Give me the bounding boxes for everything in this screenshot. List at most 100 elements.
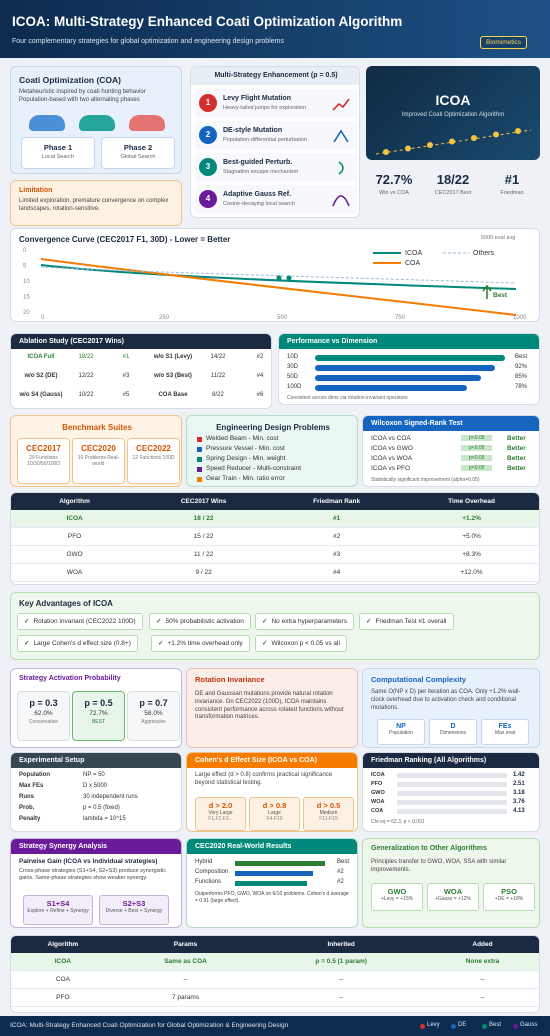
complexity-symbol: FEs: [498, 723, 512, 730]
comparison-table-card: Algorithm CEC2017 Wins Friedman Rank Time O…: [10, 492, 540, 585]
setup-card: Experimental Setup Population NP = 50 Max F…: [10, 752, 182, 832]
check-icon: ✓: [24, 618, 30, 625]
strategy-name: DE-style Mutation: [223, 127, 283, 134]
dimension-label: 10D: [287, 354, 299, 360]
engineering-item: Welded Beam - Min. cost: [206, 435, 279, 442]
limitation-card: Limitation Limited exploration, premature…: [10, 180, 182, 226]
rank-name: PFO: [371, 781, 383, 787]
phase-name: Phase 2: [123, 143, 153, 152]
convergence-card: Convergence Curve (CEC2017 F1, 30D) - Lo…: [10, 228, 540, 322]
legend-label: Levy: [427, 1022, 440, 1028]
generalization-text: Principles transfer to GWO, WOA, SSA wit…: [371, 859, 507, 873]
table-row: WOA 9 / 22 #4 +12.0%: [11, 563, 539, 582]
section-title: Experimental Setup: [11, 753, 181, 768]
ablation-cell: w/o S4 (Gauss): [19, 392, 63, 398]
table-cell: PFO: [11, 527, 139, 546]
wilcoxon-pair: ICOA vs COA: [371, 435, 411, 442]
suite-name: CEC2017: [26, 444, 61, 453]
icoa-subtitle: Improved Coati Optimization Algorithm: [401, 112, 505, 118]
pair-name: S2+S3: [122, 899, 146, 908]
table-row: COA -- -- --: [11, 970, 539, 989]
pair-box: S2+S3 Diverse + Best + Synergy: [99, 895, 169, 925]
realworld-value: Best: [337, 859, 350, 865]
realworld-label: Functions: [195, 879, 222, 885]
section-title: Limitation: [19, 187, 53, 194]
page-subtitle: Four complementary strategies for global…: [12, 38, 284, 45]
legend-label: COA: [405, 260, 421, 267]
column-header: Algorithm: [11, 936, 115, 953]
dimension-note: Consistent across dims via rotation-inva…: [287, 395, 408, 401]
ablation-cell: ICOA Full: [27, 354, 55, 360]
icon-path: [333, 129, 349, 143]
setup-key: Runs: [19, 794, 34, 800]
rank-bar: [397, 800, 507, 805]
advantage-text: Large Cohen's d effect size (0.8+): [33, 640, 131, 647]
table-cell: --: [256, 970, 426, 989]
convergence-note: 5000 eval avg: [481, 235, 516, 241]
rank-bar: [397, 782, 507, 787]
section-title: Strategy Activation Probability: [19, 675, 121, 682]
ablation-cell: 10/22: [78, 392, 94, 398]
engineering-item: Gear Train - Min. ratio error: [206, 475, 285, 482]
table-cell: +5.0%: [404, 527, 539, 546]
effect-d: d > 0.8: [262, 801, 287, 810]
check-icon: ✓: [262, 618, 268, 625]
dimension-bar: [315, 385, 467, 391]
ablation-cell: #4: [256, 373, 264, 379]
table-cell: GWO: [11, 1006, 115, 1012]
phase-name: Phase 1: [43, 143, 73, 152]
section-title: Engineering Design Problems: [216, 423, 330, 432]
bullet: [197, 477, 202, 482]
strategy-name: Best-guided Perturb.: [223, 159, 293, 166]
suite-box: CEC2022 12 Functions 100D: [127, 438, 180, 484]
cohen-card: Cohen's d Effect Size (ICOA vs COA) Large…: [186, 752, 358, 832]
section-title: Wilcoxon Signed-Rank Test: [363, 416, 539, 431]
rank-name: COA: [371, 808, 384, 814]
y-tick-label: 15: [23, 295, 30, 301]
rank-bar: [397, 791, 507, 796]
transfer-box: GWO +Levy = +15%: [371, 883, 423, 911]
effect-functions: F1,F2,F3...: [208, 816, 233, 822]
wilcoxon-pair: ICOA vs PFO: [371, 465, 411, 472]
advantage-chip: ✓ 50% probabilistic activation: [149, 613, 251, 630]
synergy-card: Strategy Synergy Analysis Pairwise Gain (…: [10, 838, 182, 928]
phase-box: Phase 1 Local Search: [21, 137, 95, 169]
x-tick-label: 0: [41, 315, 45, 321]
params-table-card: Algorithm Params Inherited Added ICOA Same as…: [10, 935, 540, 1013]
table-cell: GWO: [11, 545, 139, 564]
decor-dot: [471, 135, 477, 141]
engineering-item: Spring Design - Min. weight: [206, 455, 286, 462]
footer-text: ICOA: Multi-Strategy Enhanced Coati Opti…: [10, 1022, 289, 1029]
setup-key: Max FEs: [19, 783, 44, 789]
suite-name: CEC2020: [81, 444, 116, 453]
column-header: Params: [114, 936, 257, 953]
section-title: Generalization to Other Algorithms: [371, 845, 488, 852]
curve-dot: [286, 275, 292, 281]
rotation-text: DE and Gaussian mutations provide natura…: [195, 691, 344, 721]
legend-dot: [513, 1024, 518, 1029]
table-cell: #3: [269, 545, 405, 564]
advantage-text: No extra hyperparameters: [271, 618, 347, 625]
complexity-box: NP Population: [377, 719, 425, 745]
stat-box: 18/22 CEC2017 Best: [425, 162, 481, 218]
column-header: Added: [426, 936, 539, 953]
strategy-desc: Stagnation escape mechanism: [223, 169, 299, 175]
table-cell: --: [114, 970, 257, 989]
section-title: Benchmark Suites: [62, 423, 132, 432]
legend-dot: [420, 1024, 425, 1029]
section-title: Ablation Study (CEC2017 Wins): [11, 334, 271, 349]
complexity-label: Max eval: [494, 730, 515, 736]
activation-p: p = 0.5: [84, 698, 113, 708]
complexity-symbol: NP: [396, 723, 406, 730]
table-cell: +1.2%: [404, 510, 539, 528]
stat-value: 18/22: [436, 172, 470, 187]
strategy-row: 2 DE-style Mutation Population-differentia…: [195, 121, 357, 150]
effect-level: Medium: [319, 810, 338, 816]
limitation-text: Limited exploration, premature convergen…: [19, 198, 169, 212]
suite-name: CEC2022: [136, 444, 171, 453]
ablation-cell: 12/22: [78, 373, 94, 379]
pair-desc: Explore + Refine + Synergy: [27, 908, 89, 914]
wilcoxon-result: Better: [507, 455, 526, 462]
footer: ICOA: Multi-Strategy Enhanced Coati Opti…: [0, 1016, 550, 1036]
